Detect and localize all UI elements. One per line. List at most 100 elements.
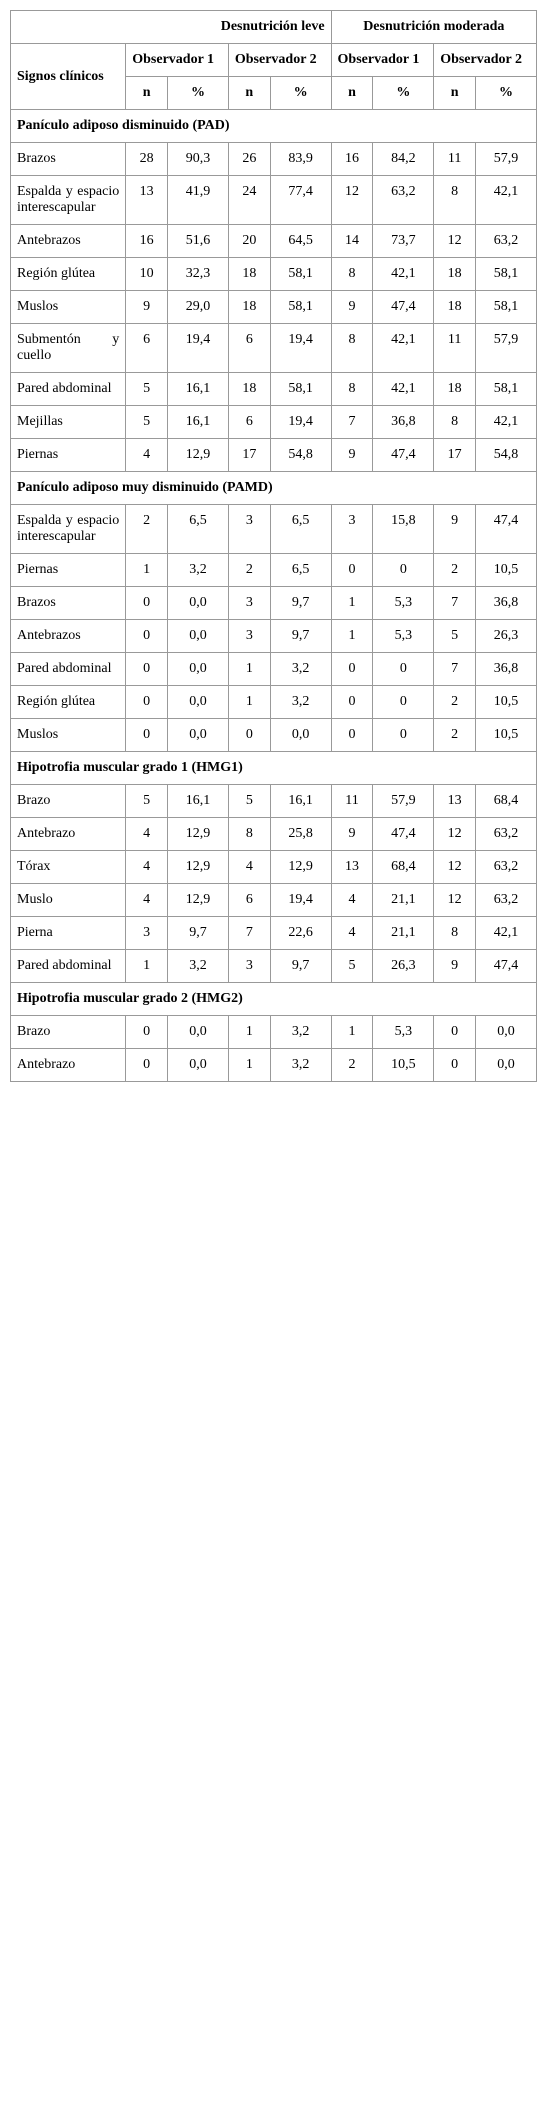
data-cell: 5 — [331, 950, 373, 983]
data-cell: 6 — [228, 884, 270, 917]
table-row: Antebrazo412,9825,8947,41263,2 — [11, 818, 537, 851]
data-cell: 3,2 — [168, 554, 229, 587]
table-row: Espalda y espacio interescapular1341,924… — [11, 176, 537, 225]
row-label: Piernas — [11, 554, 126, 587]
data-cell: 3,2 — [270, 686, 331, 719]
section-header: Panículo adiposo muy disminuido (PAMD) — [11, 472, 537, 505]
data-cell: 18 — [434, 258, 476, 291]
data-cell: 12,9 — [168, 439, 229, 472]
data-cell: 13 — [434, 785, 476, 818]
data-cell: 51,6 — [168, 225, 229, 258]
row-label: Brazo — [11, 785, 126, 818]
data-cell: 6 — [228, 324, 270, 373]
data-cell: 5,3 — [373, 587, 434, 620]
header-group-moderada: Desnutrición moderada — [331, 11, 536, 44]
row-label: Antebrazo — [11, 818, 126, 851]
data-cell: 3 — [126, 917, 168, 950]
header-n: n — [228, 77, 270, 110]
data-cell: 18 — [434, 373, 476, 406]
data-cell: 64,5 — [270, 225, 331, 258]
row-label: Región glútea — [11, 686, 126, 719]
data-cell: 0 — [373, 686, 434, 719]
data-cell: 36,8 — [476, 587, 537, 620]
data-cell: 15,8 — [373, 505, 434, 554]
data-cell: 19,4 — [270, 324, 331, 373]
data-cell: 0 — [126, 1016, 168, 1049]
data-cell: 12,9 — [168, 884, 229, 917]
data-cell: 1 — [126, 554, 168, 587]
header-pct: % — [373, 77, 434, 110]
header-group-leve: Desnutrición leve — [11, 11, 332, 44]
header-n: n — [434, 77, 476, 110]
data-cell: 0 — [331, 686, 373, 719]
data-cell: 3 — [228, 505, 270, 554]
data-cell: 12,9 — [270, 851, 331, 884]
data-cell: 4 — [331, 917, 373, 950]
data-cell: 26,3 — [476, 620, 537, 653]
header-pct: % — [168, 77, 229, 110]
data-cell: 63,2 — [476, 818, 537, 851]
data-cell: 4 — [126, 851, 168, 884]
data-cell: 16,1 — [168, 373, 229, 406]
data-cell: 0 — [331, 554, 373, 587]
data-cell: 9 — [126, 291, 168, 324]
data-cell: 17 — [434, 439, 476, 472]
data-cell: 2 — [434, 554, 476, 587]
row-label: Piernas — [11, 439, 126, 472]
row-label: Pared abdominal — [11, 950, 126, 983]
data-cell: 3,2 — [168, 950, 229, 983]
row-label: Muslos — [11, 291, 126, 324]
data-cell: 2 — [434, 686, 476, 719]
data-cell: 12,9 — [168, 818, 229, 851]
row-label: Antebrazos — [11, 225, 126, 258]
table-row: Región glútea1032,31858,1842,11858,1 — [11, 258, 537, 291]
data-cell: 12 — [434, 884, 476, 917]
table-row: Antebrazos1651,62064,51473,71263,2 — [11, 225, 537, 258]
data-cell: 19,4 — [270, 884, 331, 917]
data-cell: 57,9 — [476, 324, 537, 373]
data-cell: 1 — [228, 653, 270, 686]
data-cell: 4 — [126, 884, 168, 917]
data-cell: 9,7 — [270, 950, 331, 983]
data-cell: 26,3 — [373, 950, 434, 983]
data-cell: 0,0 — [168, 719, 229, 752]
table-row: Brazos00,039,715,3736,8 — [11, 587, 537, 620]
data-cell: 16 — [331, 143, 373, 176]
data-cell: 6 — [228, 406, 270, 439]
data-cell: 26 — [228, 143, 270, 176]
data-cell: 3,2 — [270, 1016, 331, 1049]
header-signos: Signos clínicos — [11, 44, 126, 110]
data-cell: 83,9 — [270, 143, 331, 176]
data-cell: 9,7 — [270, 587, 331, 620]
data-cell: 16,1 — [168, 406, 229, 439]
data-cell: 41,9 — [168, 176, 229, 225]
data-cell: 58,1 — [270, 258, 331, 291]
data-cell: 0 — [331, 653, 373, 686]
data-cell: 0,0 — [168, 1016, 229, 1049]
data-cell: 36,8 — [476, 653, 537, 686]
data-cell: 11 — [434, 143, 476, 176]
data-cell: 8 — [331, 373, 373, 406]
data-cell: 54,8 — [270, 439, 331, 472]
data-cell: 6,5 — [168, 505, 229, 554]
data-cell: 13 — [331, 851, 373, 884]
data-cell: 0 — [126, 719, 168, 752]
row-label: Pierna — [11, 917, 126, 950]
row-label: Espalda y espacio interescapular — [11, 176, 126, 225]
data-cell: 18 — [228, 258, 270, 291]
data-cell: 3 — [228, 587, 270, 620]
data-cell: 1 — [228, 1049, 270, 1082]
data-cell: 84,2 — [373, 143, 434, 176]
data-cell: 9 — [331, 818, 373, 851]
data-cell: 5 — [126, 373, 168, 406]
data-cell: 58,1 — [270, 373, 331, 406]
row-label: Pared abdominal — [11, 373, 126, 406]
data-cell: 12 — [434, 851, 476, 884]
table-row: Antebrazo00,013,2210,500,0 — [11, 1049, 537, 1082]
header-obs1-leve: Observador 1 — [126, 44, 229, 77]
data-cell: 21,1 — [373, 917, 434, 950]
data-cell: 0,0 — [270, 719, 331, 752]
data-cell: 1 — [228, 686, 270, 719]
row-label: Antebrazos — [11, 620, 126, 653]
data-cell: 21,1 — [373, 884, 434, 917]
